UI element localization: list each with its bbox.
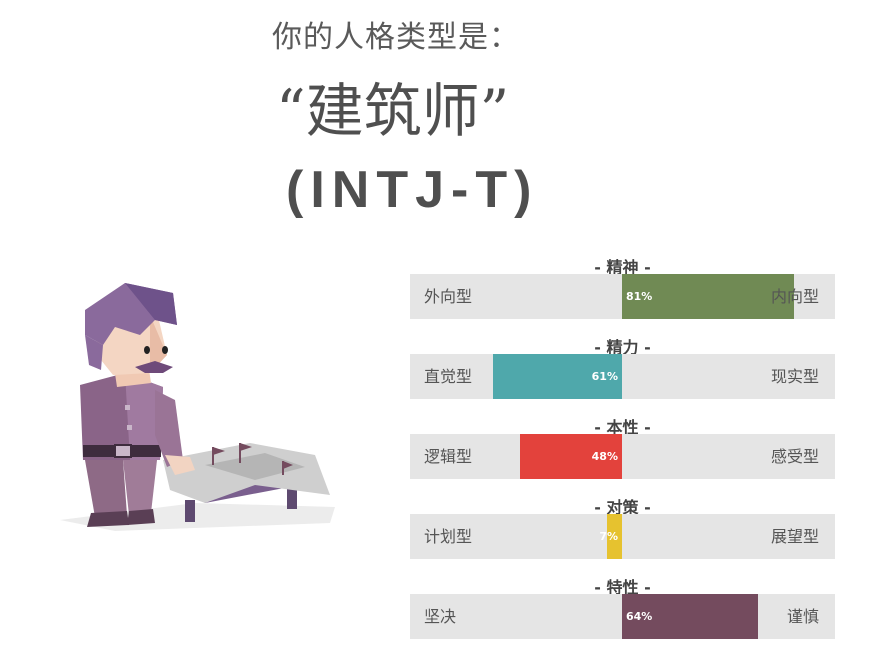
trait-title: - 精力 -	[594, 338, 651, 357]
trait-bar: 外向型 内向型 81%	[410, 274, 835, 319]
trait-row: - 对策 - 计划型 展望型 7%	[410, 488, 835, 568]
trait-left-label: 外向型	[424, 287, 473, 306]
architect-character-icon	[55, 275, 355, 535]
personality-type-code: (INTJ-T)	[286, 161, 539, 219]
trait-right-label: 内向型	[770, 287, 819, 306]
trait-bar-fill	[520, 434, 622, 479]
trait-title: - 特性 -	[594, 578, 651, 597]
trait-title: - 精神 -	[594, 258, 651, 277]
trait-percent: 7%	[599, 530, 618, 543]
trait-bar-fill	[622, 274, 794, 319]
trait-row: - 特性 - 坚决 谨慎 64%	[410, 568, 835, 648]
trait-bar: 直觉型 现实型 61%	[410, 354, 835, 399]
result-subtitle: 你的人格类型是：	[272, 20, 520, 55]
trait-right-label: 感受型	[770, 447, 819, 466]
trait-left-label: 坚决	[424, 607, 457, 626]
trait-right-label: 谨慎	[786, 607, 819, 626]
trait-bar: 计划型 展望型 7%	[410, 514, 835, 559]
trait-percent: 81%	[626, 290, 653, 303]
trait-left-label: 逻辑型	[424, 447, 473, 466]
trait-bar: 坚决 谨慎 64%	[410, 594, 835, 639]
trait-row: - 精力 - 直觉型 现实型 61%	[410, 328, 835, 408]
trait-bar: 逻辑型 感受型 48%	[410, 434, 835, 479]
trait-right-label: 展望型	[770, 527, 819, 546]
result-header: 你的人格类型是： “建筑师” (INTJ-T)	[0, 0, 873, 230]
trait-percent: 64%	[626, 610, 653, 623]
trait-row: - 本性 - 逻辑型 感受型 48%	[410, 408, 835, 488]
trait-bar-fill	[622, 594, 758, 639]
trait-percent: 61%	[591, 370, 618, 383]
trait-percent: 48%	[591, 450, 618, 463]
trait-right-label: 现实型	[770, 367, 819, 386]
trait-title: - 对策 -	[594, 498, 651, 517]
trait-row: - 精神 - 外向型 内向型 81%	[410, 248, 835, 328]
trait-left-label: 计划型	[424, 527, 473, 546]
personality-type-name: “建筑师”	[276, 77, 510, 145]
trait-title: - 本性 -	[594, 418, 651, 437]
trait-bar-fill	[493, 354, 622, 399]
trait-left-label: 直觉型	[424, 367, 473, 386]
trait-bar-fill	[607, 514, 622, 559]
